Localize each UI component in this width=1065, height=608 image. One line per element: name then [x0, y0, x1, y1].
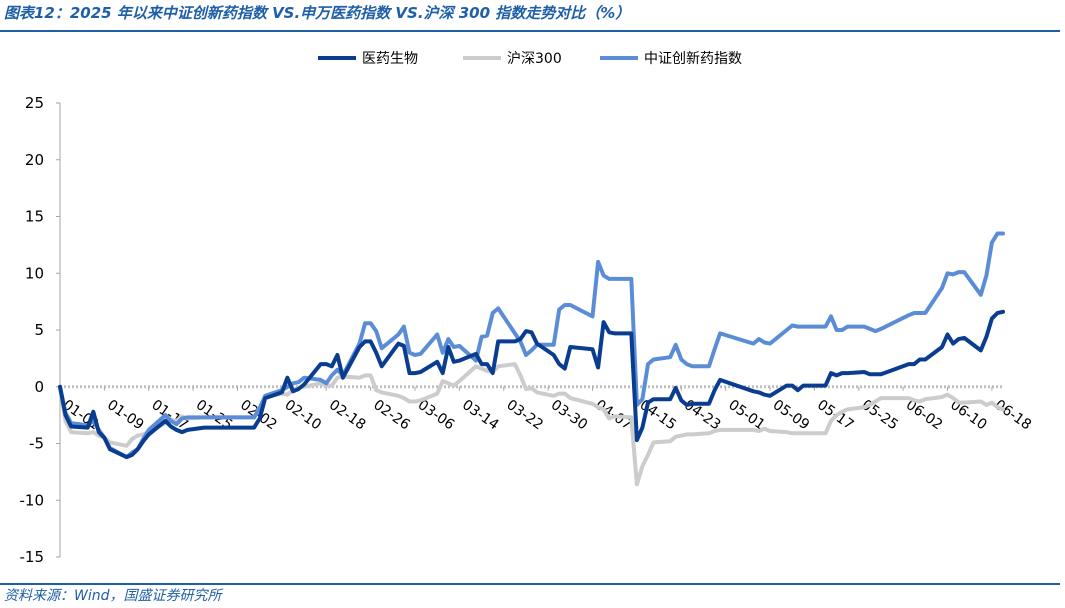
x-tick-label: 01-09: [104, 397, 147, 433]
bottom-rule: [0, 583, 1060, 585]
x-tick-label: 05-25: [858, 397, 901, 433]
legend-label-0: 医药生物: [362, 51, 418, 67]
y-tick-label: 25: [25, 94, 44, 112]
x-tick-label: 02-26: [370, 397, 413, 433]
top-rule: [0, 30, 1060, 32]
x-tick-label: 03-06: [415, 397, 458, 433]
y-tick-label: -10: [20, 491, 45, 509]
y-tick-label: 15: [25, 208, 44, 226]
source-note: 资料来源：Wind，国盛证券研究所: [4, 588, 222, 604]
y-tick-label: -15: [20, 548, 45, 566]
y-tick-label: 20: [25, 151, 44, 169]
x-tick-label: 06-02: [903, 397, 946, 433]
figure-title: 图表12：2025 年以来中证创新药指数 VS.申万医药指数 VS.沪深 300…: [4, 4, 631, 22]
y-tick-label: -5: [29, 435, 44, 453]
series-line-0: [58, 309, 1005, 460]
x-tick-label: 03-14: [459, 397, 502, 433]
series-layer: [58, 231, 1005, 487]
legend-label-1: 沪深300: [507, 51, 562, 67]
y-tick-label: 10: [25, 264, 44, 282]
y-tick-label: 5: [34, 321, 44, 339]
x-tick-label: 02-10: [282, 397, 325, 433]
legend-label-2: 中证创新药指数: [644, 51, 742, 67]
x-tick-label: 02-18: [326, 397, 369, 433]
y-tick-label: 0: [34, 378, 44, 396]
legend: 医药生物 沪深300 中证创新药指数: [318, 51, 742, 67]
x-tick-label: 06-18: [992, 397, 1035, 433]
x-tick-label: 05-09: [770, 397, 813, 433]
series-line-2: [58, 231, 1005, 460]
x-tick-label: 03-22: [503, 397, 546, 433]
y-axis: 25 20 15 10 5 0 -5 -10 -15: [20, 94, 61, 566]
